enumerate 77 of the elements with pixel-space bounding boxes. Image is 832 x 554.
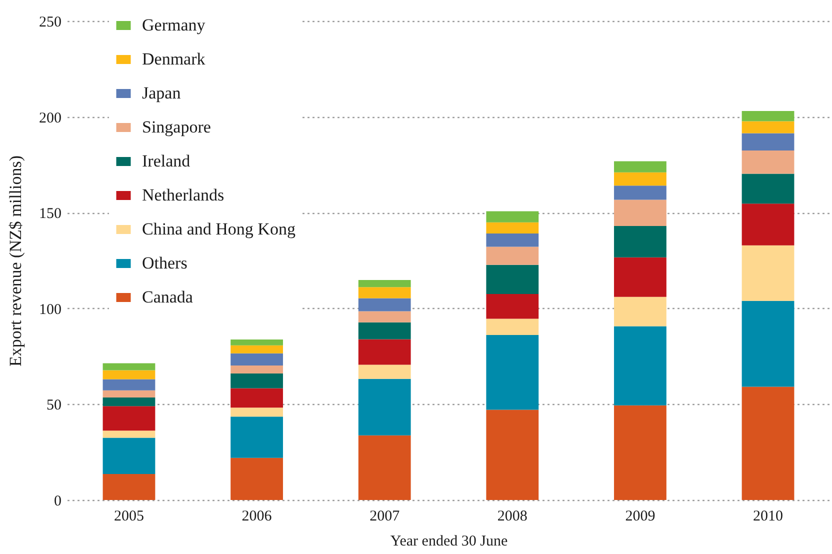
legend-label: Singapore <box>142 118 211 136</box>
x-tick-label: 2010 <box>753 508 784 524</box>
bar <box>358 280 411 288</box>
bar <box>230 458 283 500</box>
bar <box>486 222 539 234</box>
bar <box>742 111 794 122</box>
bar <box>102 474 156 500</box>
bar <box>230 353 283 366</box>
bar <box>614 200 666 226</box>
bar <box>102 438 156 474</box>
legend-label: Germany <box>142 16 206 34</box>
x-tick-label: 2008 <box>497 508 528 524</box>
x-tick-label: 2006 <box>242 508 272 524</box>
bar <box>230 345 283 354</box>
bar <box>358 378 411 436</box>
bar <box>614 405 666 500</box>
bar <box>486 211 539 222</box>
bar <box>614 257 666 297</box>
legend-label: Canada <box>142 288 194 306</box>
bar <box>102 390 156 398</box>
y-tick-label: 200 <box>39 110 62 126</box>
bar <box>614 326 666 406</box>
legend-label: Netherlands <box>142 186 224 204</box>
bar <box>230 408 283 417</box>
bar <box>486 246 539 265</box>
x-axis-title: Year ended 30 June <box>390 534 508 550</box>
bar <box>614 226 666 258</box>
bar <box>358 287 411 298</box>
bar <box>742 386 794 500</box>
bar <box>358 322 411 340</box>
bar <box>742 204 794 246</box>
bar <box>486 233 539 247</box>
bar <box>486 294 539 319</box>
bar <box>742 150 794 174</box>
x-tick-label: 2005 <box>114 508 144 524</box>
bar <box>742 174 794 204</box>
bar <box>486 410 539 500</box>
y-tick-label: 0 <box>54 494 62 510</box>
legend-label: Others <box>142 254 188 272</box>
bar <box>230 374 283 388</box>
y-axis-title: Export revenue (NZ$ millions) <box>6 155 25 367</box>
bar <box>230 365 283 374</box>
bar <box>742 133 794 151</box>
bar <box>358 298 411 312</box>
bar <box>614 172 666 186</box>
bar <box>230 416 283 458</box>
bar <box>486 318 539 336</box>
bar <box>358 311 411 322</box>
y-tick-label: 100 <box>39 302 62 318</box>
bar <box>486 335 539 410</box>
bar <box>358 435 411 500</box>
bar <box>102 406 156 431</box>
bar <box>230 388 283 408</box>
y-tick-label: 150 <box>39 206 62 222</box>
bar <box>102 379 156 390</box>
bar <box>614 186 666 200</box>
bar <box>102 397 156 406</box>
bar <box>102 430 156 438</box>
legend-label: China and Hong Kong <box>142 220 296 238</box>
x-tick-label: 2009 <box>625 508 656 524</box>
bar <box>486 264 539 294</box>
bar <box>742 245 794 301</box>
y-tick-label: 50 <box>46 398 62 414</box>
bar <box>102 363 156 370</box>
bar <box>230 339 283 346</box>
legend-label: Denmark <box>142 50 206 68</box>
bar <box>742 121 794 134</box>
bar <box>102 370 156 380</box>
bar <box>358 339 411 365</box>
bar <box>358 364 411 379</box>
y-tick-label: 250 <box>39 14 62 30</box>
bar <box>614 161 666 172</box>
bar <box>742 300 794 387</box>
legend-label: Ireland <box>142 152 191 170</box>
legend-label: Japan <box>142 84 182 102</box>
x-tick-label: 2007 <box>370 508 400 524</box>
bar <box>614 296 666 326</box>
